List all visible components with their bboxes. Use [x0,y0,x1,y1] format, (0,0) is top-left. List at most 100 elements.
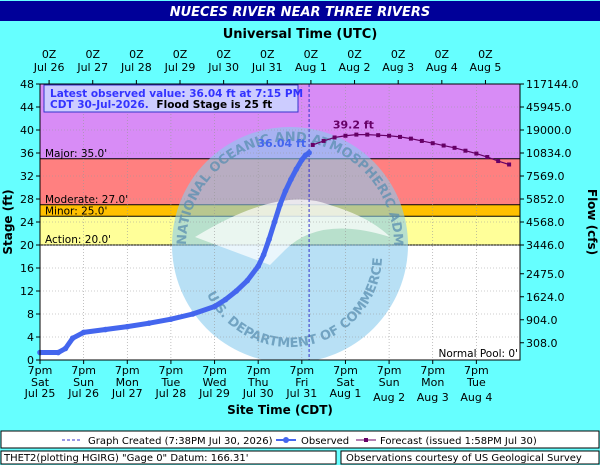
forecast-point [496,159,501,164]
chart-title: NUECES RIVER NEAR THREE RIVERS [170,5,431,20]
x-tick-label-time: 7pm [377,364,402,377]
top-tick-label-date: Jul 29 [164,61,196,74]
forecast-point [474,151,479,156]
observed-point [55,349,61,356]
x-tick-label-date: Aug 1 [329,387,361,400]
observed-point [69,335,76,341]
top-tick-label-zulu: 0Z [304,48,319,61]
y2-tick-label: 7569.0 [526,170,565,183]
x-tick-label-date: Jul 29 [198,387,230,400]
x-tick-label-date: Aug 3 [417,391,449,404]
footer-datum: THET2(plotting HGIRG) "Gage 0" Datum: 16… [3,453,248,464]
annotation-date: CDT 30-Jul-2026. [50,99,149,111]
observed-point [260,251,267,258]
forecast-point [441,143,446,148]
x-tick-label-day: Mon [421,376,444,389]
legend-observed: Observed [301,436,349,447]
top-tick-label-date: Jul 26 [33,61,65,74]
legend-box [0,430,600,449]
x-tick-label-time: 7pm [464,364,489,377]
y-tick-label: 0 [27,354,34,367]
forecast-point [321,138,326,143]
band-label-minor: Minor: 25.0' [45,205,107,217]
observed-point [271,219,278,225]
annotation-box [43,84,299,113]
y2-tick-label: 19000.0 [526,124,572,137]
top-tick-label-date: Jul 30 [207,61,239,74]
footer-credit: Observations courtesy of US Geological S… [346,453,582,464]
top-tick-label-date: Aug 2 [339,61,371,74]
x-tick-label-day: Fri [295,376,308,389]
legend-forecast: Forecast (issued 1:58PM Jul 30) [380,436,537,447]
observed-point [233,288,240,294]
top-tick-label-zulu: 0Z [129,48,144,61]
forecast-point [376,133,381,138]
forecast-point [452,145,457,150]
x-tick-label-date: Jul 25 [24,387,56,400]
observed-point [211,303,218,310]
top-tick-label-zulu: 0Z [478,48,493,61]
top-axis-title: Universal Time (UTC) [223,27,378,42]
y-tick-label: 36 [20,147,34,160]
observed-point [244,277,251,284]
band-label-action: Action: 20.0' [45,234,111,246]
x-tick-label-day: Thu [247,376,269,389]
band-label-major: Major: 35.0' [45,148,107,160]
y-tick-label: 24 [20,216,34,229]
top-tick-label-date: Aug 5 [469,61,501,74]
top-tick-label-zulu: 0Z [42,48,57,61]
y-tick-label: 12 [20,285,34,298]
legend: Graph Created (7:38PM Jul 30, 2026) Obse… [62,436,537,447]
x-tick-label-date: Jul 30 [242,387,274,400]
observed-point [80,329,87,336]
observed-point [299,157,305,163]
y-tick-label: 28 [20,193,34,206]
footer-left-box [0,450,337,465]
y-tick-label: 44 [20,101,34,114]
observed-point [255,263,261,270]
x-tick-label-date: Aug 2 [373,391,405,404]
title-bar [0,1,600,21]
top-tick-label-date: Aug 3 [382,61,414,74]
forecast-point [343,133,348,138]
x-tick-label-day: Wed [203,376,227,389]
forecast-point [463,148,468,153]
y2-tick-label: 2475.0 [526,268,565,281]
x-tick-label-time: 7pm [333,364,358,377]
y-tick-label: 20 [20,239,34,252]
x-axis-label: Site Time (CDT) [227,403,333,417]
x-tick-label-date: Jul 27 [111,387,143,400]
y2-tick-label: 4568.0 [526,216,565,229]
forecast-point [387,133,392,138]
x-tick-label-time: 7pm [202,364,227,377]
normal-pool-label: Normal Pool: 0' [439,348,519,360]
x-tick-label-day: Tue [161,376,181,389]
y2-tick-label: 10834.0 [526,147,572,160]
observed-point [293,166,300,172]
latest-value-annotation: Latest observed value: 36.04 ft at 7:15 … [43,84,303,113]
x-tick-label-time: 7pm [289,364,314,377]
x-tick-label-time: 7pm [159,364,184,377]
y2-tick-label: 904.0 [526,314,558,327]
y2-tick-label: 117144.0 [526,78,579,91]
observed-peak-label: 36.04 ft [257,137,306,150]
band-label-moderate: Moderate: 27.0' [45,194,128,206]
x-tick-label-day: Sat [336,376,355,389]
top-tick-label-zulu: 0Z [260,48,275,61]
observed-point [62,345,69,352]
forecast-peak-label: 39.2 ft [333,119,374,132]
y-axis-label: Stage (ft) [1,189,15,254]
forecast-point [408,136,413,141]
y2-tick-label: 45945.0 [526,101,572,114]
y-tick-label: 32 [20,170,34,183]
footer-right-box [340,450,600,465]
observed-point [277,201,283,208]
observed-point [222,296,229,303]
legend-graph-created: Graph Created (7:38PM Jul 30, 2026) [88,436,273,447]
x-tick-label-time: 7pm [71,364,96,377]
x-tick-label-time: 7pm [246,364,271,377]
observed-point [288,176,294,183]
forecast-point [354,132,359,137]
top-tick-label-zulu: 0Z [435,48,450,61]
top-tick-label-zulu: 0Z [85,48,100,61]
